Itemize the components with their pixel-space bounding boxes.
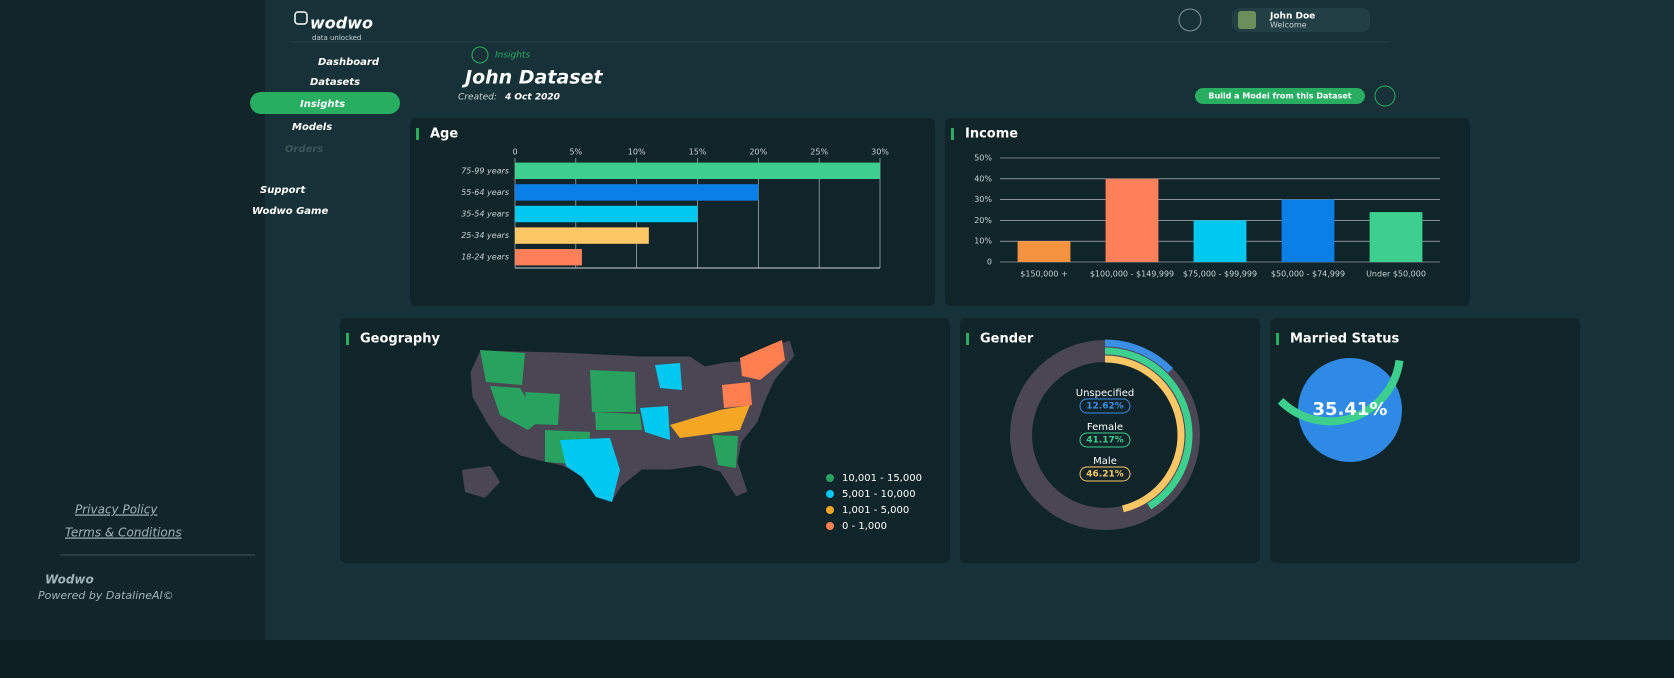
- bar: [515, 184, 759, 201]
- y-tick-label: 55-64 years: [461, 188, 509, 197]
- value-label: 46.21%: [1086, 470, 1124, 480]
- nav-item[interactable]: Wodwo Game: [252, 206, 328, 217]
- gauge-disc: [1298, 358, 1402, 462]
- legend-label: 0 - 1,000: [842, 521, 887, 532]
- x-tick-label: $150,000 +: [1020, 270, 1067, 279]
- donut-arc: [1104, 347, 1193, 510]
- value-pill: [1079, 398, 1131, 414]
- accent: [346, 333, 349, 345]
- y-tick-label: 20%: [974, 216, 992, 225]
- bar: [515, 205, 698, 223]
- accent: [951, 128, 954, 140]
- y-tick-label: 75-99 years: [461, 166, 509, 175]
- breadcrumb[interactable]: Insights: [495, 51, 530, 61]
- y-tick-label: 10%: [974, 237, 992, 246]
- action-button[interactable]: [1195, 88, 1365, 104]
- bar: [515, 227, 649, 244]
- card-title: Income: [965, 127, 1018, 142]
- nav-item[interactable]: Support: [260, 185, 306, 196]
- legend-swatch: [826, 490, 834, 498]
- segment-name: Unspecified: [1076, 388, 1134, 399]
- logo: [294, 11, 308, 25]
- avatar: [1238, 11, 1256, 29]
- nav-item[interactable]: Datasets: [310, 77, 360, 88]
- x-tick-label: 5%: [569, 148, 582, 157]
- bar: [1017, 241, 1071, 262]
- y-tick-label: 50%: [974, 154, 992, 163]
- x-tick-label: 20%: [749, 148, 767, 157]
- accent: [1276, 333, 1279, 345]
- bar: [1281, 199, 1335, 262]
- gauge-arc: [1277, 359, 1404, 426]
- y-tick-label: 0: [987, 258, 992, 267]
- value-label: 12.62%: [1086, 402, 1124, 412]
- nav-item: Orders: [285, 144, 323, 155]
- x-tick-label: $50,000 - $74,999: [1271, 270, 1345, 279]
- y-tick-label: 40%: [974, 174, 992, 183]
- created-label: Created:: [458, 93, 497, 103]
- sidebar: [0, 0, 265, 678]
- user-menu[interactable]: [1232, 8, 1370, 32]
- x-tick-label: $100,000 - $149,999: [1090, 270, 1174, 279]
- gauge-value: 35.41%: [1313, 399, 1388, 420]
- user-greeting: Welcome: [1270, 21, 1307, 30]
- legend-label: 10,001 - 15,000: [842, 473, 922, 484]
- x-tick-label: $75,000 - $99,999: [1183, 270, 1257, 279]
- accent: [966, 333, 969, 345]
- donut-arc: [1104, 339, 1174, 373]
- segment-name: Female: [1087, 422, 1123, 433]
- legend-label: 5,001 - 10,000: [842, 489, 916, 500]
- segment-name: Male: [1093, 456, 1117, 467]
- accent: [416, 128, 419, 140]
- action-label[interactable]: Build a Model from this Dataset: [1208, 92, 1351, 101]
- nav-item[interactable]: Insights: [300, 99, 345, 110]
- donut-arc: [1104, 355, 1185, 513]
- bar: [1105, 178, 1159, 262]
- footer-title: Wodwo: [45, 573, 94, 587]
- back-button[interactable]: [471, 46, 489, 64]
- x-tick-label: 10%: [628, 148, 646, 157]
- user-name: John Doe: [1269, 12, 1315, 22]
- nav-item[interactable]: Models: [292, 122, 332, 133]
- value-label: 41.17%: [1086, 436, 1124, 446]
- nav-item[interactable]: Dashboard: [318, 57, 380, 68]
- legend-swatch: [826, 506, 834, 514]
- card-title: Age: [430, 127, 458, 142]
- card: [945, 118, 1470, 306]
- bar: [1193, 220, 1247, 262]
- footer-note: Powered by DatalineAI©: [38, 589, 174, 602]
- x-tick-label: 25%: [810, 148, 828, 157]
- us-map: [462, 339, 796, 503]
- card-title: Married Status: [1290, 332, 1399, 347]
- created-date: 4 Oct 2020: [504, 93, 560, 103]
- bottom-edge: [0, 640, 1674, 678]
- link[interactable]: Privacy Policy: [75, 503, 158, 517]
- legend-swatch: [826, 474, 834, 482]
- nav-active[interactable]: [250, 92, 400, 114]
- bar: [515, 248, 582, 266]
- bar: [1369, 212, 1423, 262]
- x-tick-label: 30%: [871, 148, 889, 157]
- bar: [515, 162, 880, 180]
- x-tick-label: 0: [512, 148, 517, 157]
- link[interactable]: Terms & Conditions: [65, 526, 182, 540]
- bell[interactable]: [1178, 8, 1202, 32]
- value-pill: [1079, 432, 1131, 448]
- card-title: Geography: [360, 332, 440, 347]
- legend-swatch: [826, 522, 834, 530]
- x-tick-label: 15%: [689, 148, 707, 157]
- card-title: Gender: [980, 332, 1034, 347]
- x-tick-label: Under $50,000: [1366, 270, 1426, 279]
- page-title: John Dataset: [461, 67, 603, 89]
- legend-label: 1,001 - 5,000: [842, 505, 909, 516]
- y-tick-label: 30%: [974, 195, 992, 204]
- share-button[interactable]: [1374, 85, 1396, 107]
- y-tick-label: 35-54 years: [461, 210, 509, 219]
- brand: wodwo: [310, 14, 373, 33]
- value-pill: [1079, 466, 1131, 482]
- y-tick-label: 18-24 years: [461, 253, 509, 262]
- tagline: data unlocked: [312, 34, 362, 42]
- y-tick-label: 25-34 years: [461, 231, 509, 240]
